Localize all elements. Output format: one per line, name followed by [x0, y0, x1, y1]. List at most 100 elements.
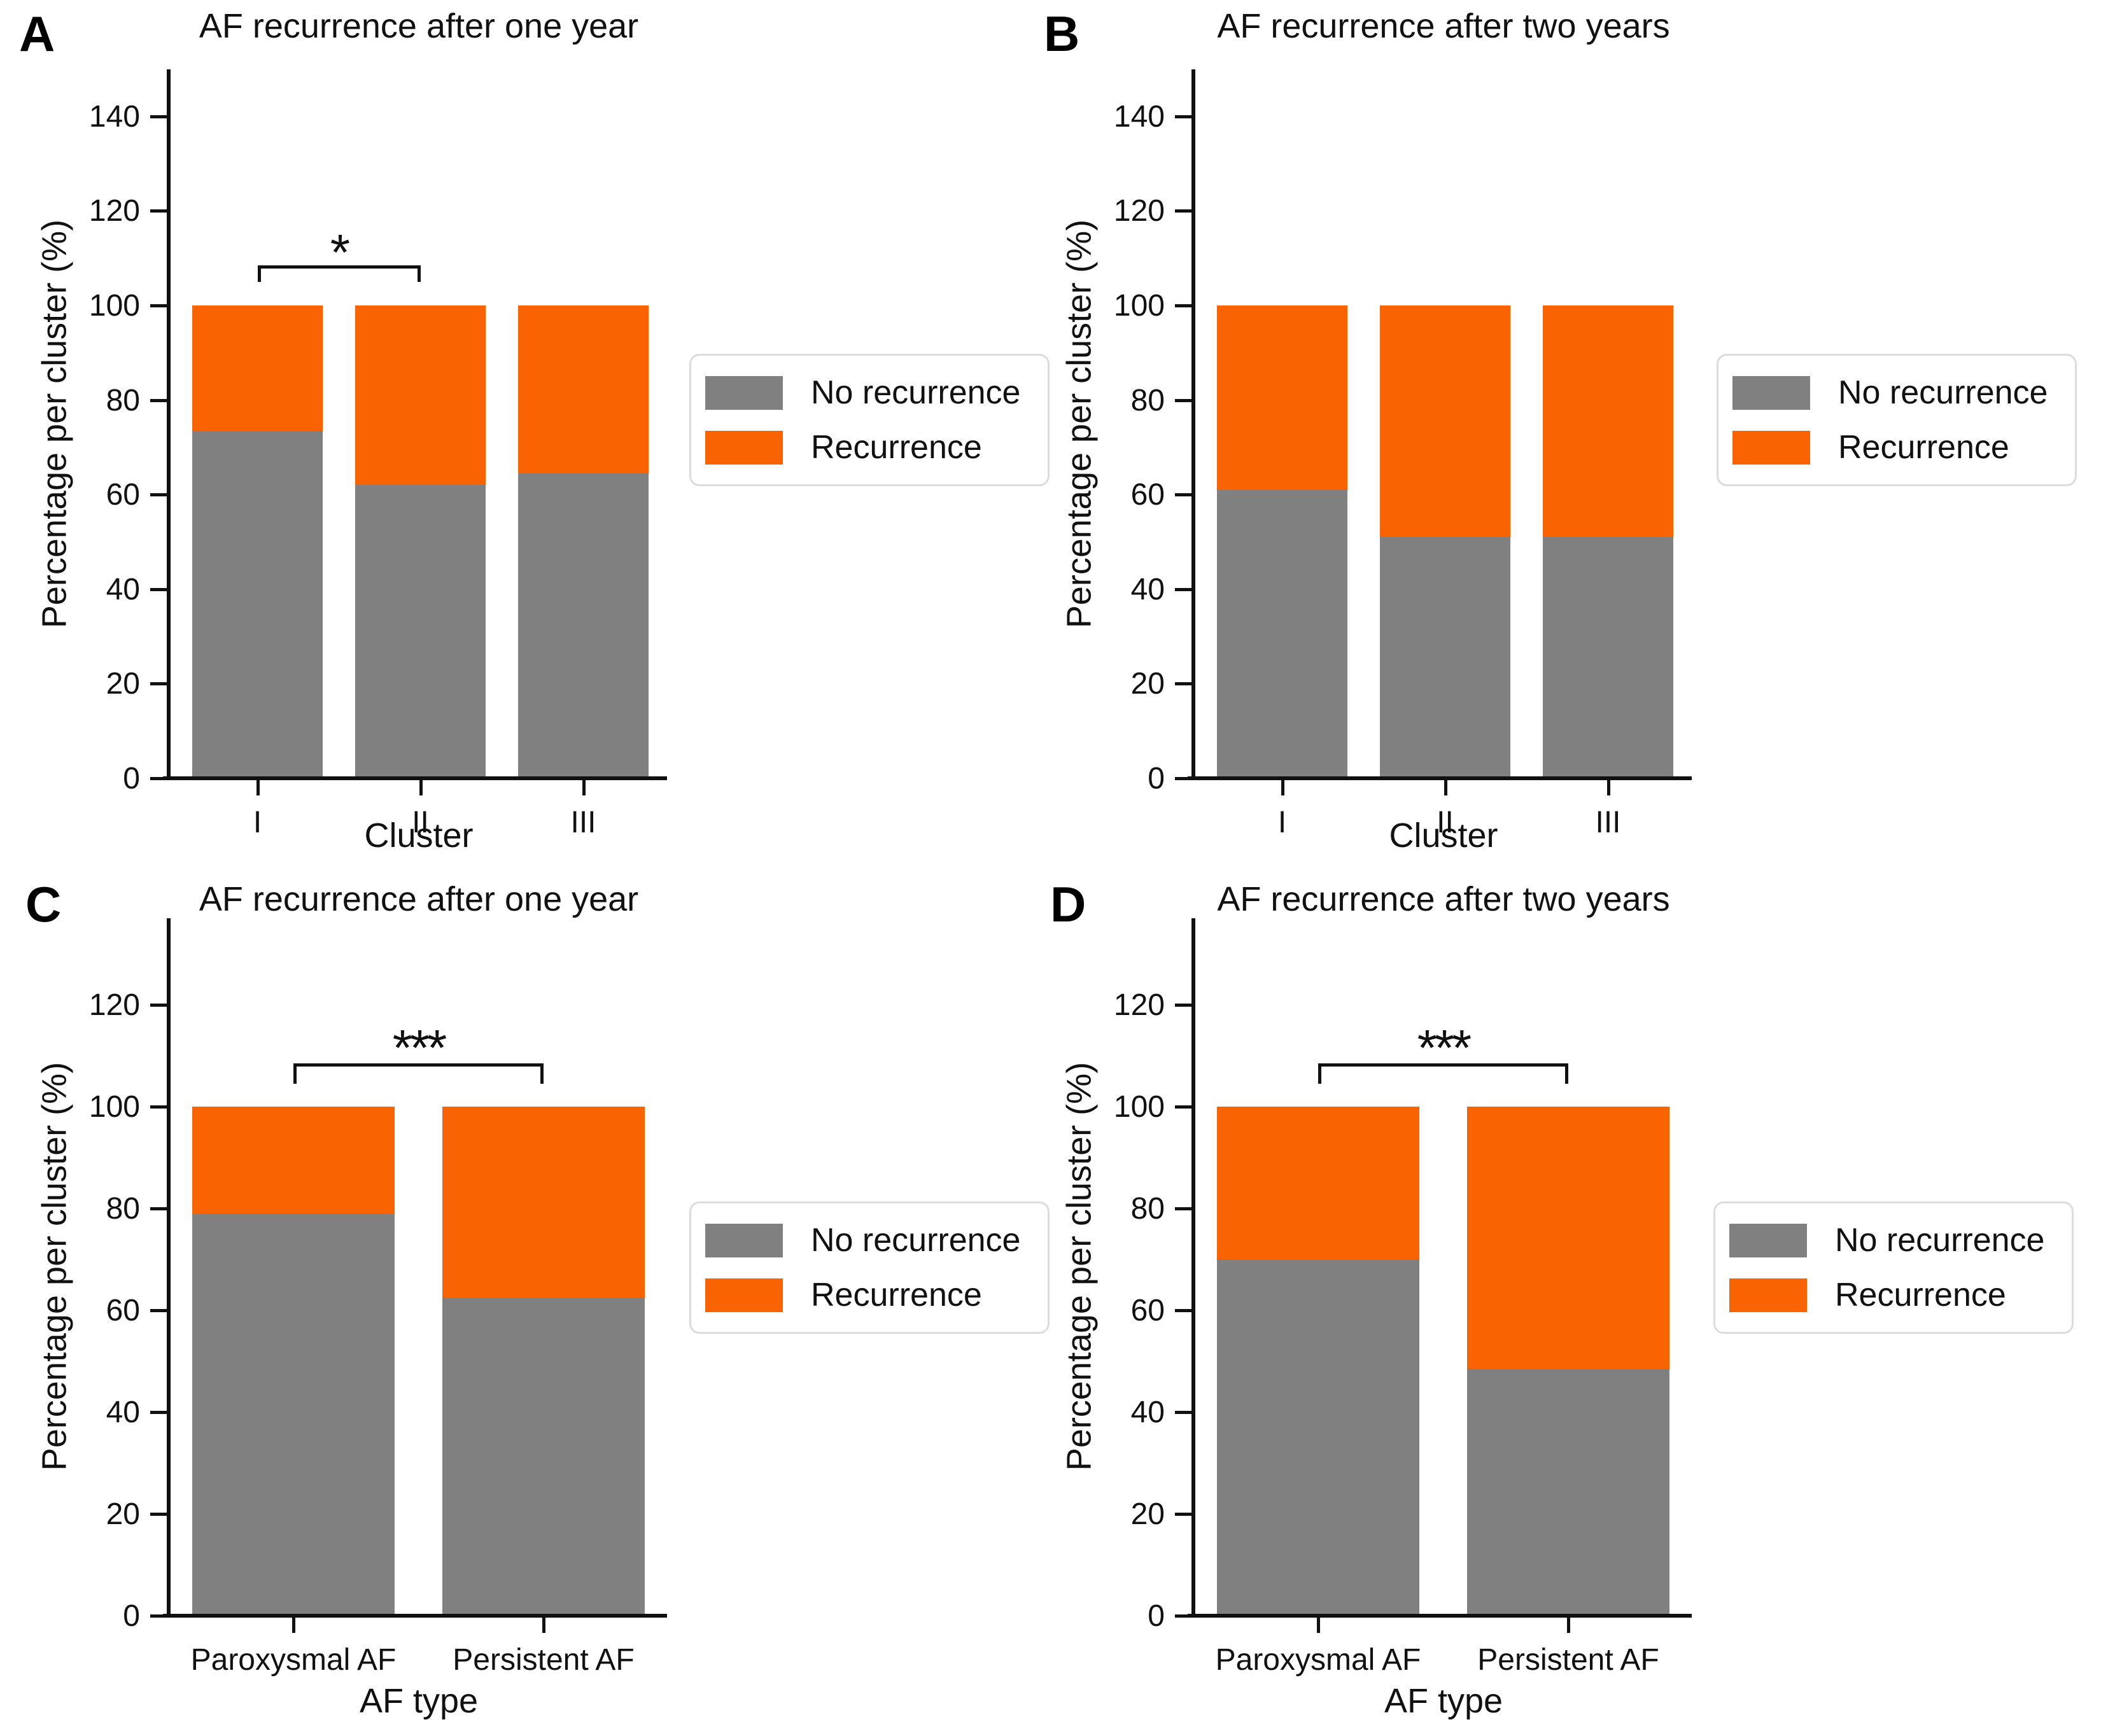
y-tick-label: 0	[123, 762, 140, 795]
panel-c-legend: No recurrence Recurrence	[689, 1201, 1050, 1334]
x-tick	[1317, 1618, 1320, 1633]
y-tick-label: 0	[1148, 1599, 1165, 1633]
x-tick	[1606, 780, 1610, 795]
bar-segment-no-recurrence	[192, 430, 323, 778]
significance-bracket	[293, 1063, 544, 1067]
y-tick	[1175, 587, 1191, 591]
y-tick	[1175, 1411, 1191, 1414]
y-tick-label: 100	[1113, 289, 1165, 323]
legend-label-recurrence: Recurrence	[1838, 429, 2009, 466]
panel-c-letter: C	[25, 876, 62, 932]
bar-segment-no-recurrence	[1543, 537, 1673, 778]
y-tick-label: 60	[106, 1294, 140, 1327]
bar-segment-no-recurrence	[442, 1298, 645, 1616]
x-tick-label: Paroxysmal AF	[190, 1643, 397, 1677]
y-tick	[150, 1105, 167, 1109]
x-tick-label: II	[1437, 806, 1454, 839]
y-axis	[1191, 918, 1195, 1618]
y-tick-label: 140	[1113, 99, 1165, 134]
legend-row: Recurrence	[1732, 428, 2075, 466]
bar-segment-no-recurrence	[192, 1214, 395, 1616]
y-tick	[150, 115, 167, 118]
y-tick	[150, 587, 167, 591]
legend-row: No recurrence	[1732, 374, 2075, 412]
significance-bracket	[257, 265, 421, 269]
x-tick	[292, 1618, 295, 1633]
y-tick	[150, 493, 167, 497]
x-tick-label: III	[570, 806, 596, 839]
y-tick	[1175, 1614, 1191, 1618]
y-tick	[150, 304, 167, 307]
no-recurrence-swatch-icon	[1729, 1223, 1807, 1257]
panel-b-x-axis-label: Cluster	[1389, 816, 1498, 855]
panel-d-letter: D	[1050, 876, 1086, 932]
x-axis	[163, 776, 667, 780]
y-tick	[150, 1411, 167, 1414]
recurrence-swatch-icon	[1729, 1278, 1807, 1312]
y-tick-label: 120	[1113, 194, 1165, 228]
y-tick-label: 80	[106, 1192, 140, 1226]
panel-b-legend: No recurrence Recurrence	[1717, 354, 2077, 486]
bar-segment-recurrence	[518, 305, 649, 473]
y-tick	[1175, 1207, 1191, 1210]
y-tick-label: 120	[1113, 988, 1165, 1022]
y-tick	[1175, 682, 1191, 686]
significance-bracket-end	[293, 1063, 297, 1084]
bar-segment-no-recurrence	[1217, 1259, 1419, 1616]
panel-b-title: AF recurrence after two years	[1217, 7, 1670, 45]
legend-row: Recurrence	[705, 1276, 1048, 1314]
bar-segment-recurrence	[192, 1107, 395, 1214]
y-tick-label: 20	[1130, 667, 1165, 701]
bar-segment-recurrence	[1467, 1107, 1669, 1369]
bar-segment-no-recurrence	[1467, 1369, 1669, 1616]
bar-segment-recurrence	[1380, 305, 1510, 538]
legend-label-recurrence: Recurrence	[811, 1277, 982, 1313]
y-tick	[150, 1207, 167, 1210]
no-recurrence-swatch-icon	[705, 1223, 783, 1257]
legend-row: No recurrence	[705, 1221, 1048, 1259]
y-tick-label: 100	[88, 1090, 140, 1124]
y-tick	[1175, 115, 1191, 118]
y-tick-label: 40	[106, 572, 140, 606]
y-tick	[150, 1614, 167, 1618]
panel-b-letter: B	[1044, 6, 1080, 62]
recurrence-swatch-icon	[705, 1278, 783, 1312]
bar-segment-recurrence	[1543, 305, 1673, 538]
bar-segment-no-recurrence	[1380, 537, 1510, 778]
y-tick	[1175, 1513, 1191, 1516]
recurrence-swatch-icon	[1732, 430, 1810, 465]
y-tick-label: 0	[123, 1599, 140, 1633]
panel-a-title: AF recurrence after one year	[199, 7, 639, 45]
y-tick-label: 40	[1130, 1396, 1165, 1429]
legend-row: Recurrence	[1729, 1276, 2072, 1314]
y-tick-label: 60	[106, 478, 140, 512]
y-tick	[1175, 1309, 1191, 1312]
y-tick	[1175, 398, 1191, 402]
significance-stars: *	[330, 224, 350, 281]
y-tick	[1175, 1004, 1191, 1007]
y-tick	[1175, 209, 1191, 213]
x-tick-label: Paroxysmal AF	[1215, 1643, 1421, 1677]
x-tick-label: II	[412, 806, 429, 839]
significance-bracket-end	[1565, 1063, 1568, 1084]
legend-label-no-recurrence: No recurrence	[811, 1222, 1021, 1259]
no-recurrence-swatch-icon	[1732, 375, 1810, 410]
panel-d-legend: No recurrence Recurrence	[1713, 1201, 2074, 1334]
panel-a-x-axis-label: Cluster	[364, 816, 474, 855]
bar-segment-no-recurrence	[1217, 489, 1347, 778]
y-tick-label: 20	[1130, 1497, 1165, 1531]
y-tick	[1175, 1105, 1191, 1109]
significance-bracket-end	[540, 1063, 544, 1084]
bar-segment-no-recurrence	[518, 473, 649, 778]
significance-stars: ***	[1417, 1019, 1472, 1076]
legend-label-no-recurrence: No recurrence	[1838, 374, 2048, 411]
panel-c-x-axis-label: AF type	[359, 1682, 479, 1720]
x-tick	[256, 780, 260, 795]
y-tick	[150, 209, 167, 213]
x-tick-label: Persistent AF	[453, 1643, 635, 1677]
x-tick	[582, 780, 586, 795]
legend-row: No recurrence	[1729, 1221, 2072, 1259]
x-tick	[1281, 780, 1284, 795]
legend-label-recurrence: Recurrence	[1835, 1277, 2006, 1313]
